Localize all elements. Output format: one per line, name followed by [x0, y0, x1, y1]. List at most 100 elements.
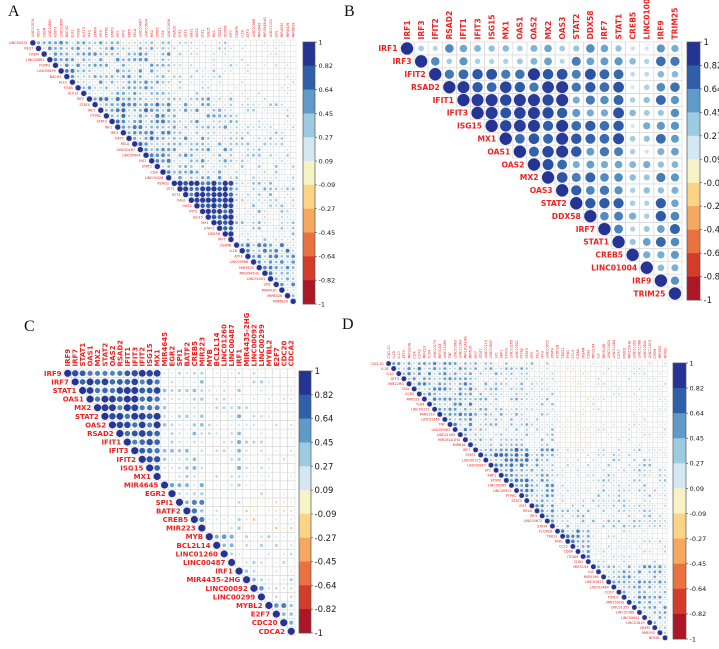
corr-dot: [582, 363, 584, 365]
corr-dot: [649, 424, 650, 425]
corr-dot: [535, 499, 539, 502]
col-label: MIR3945: [257, 23, 261, 38]
colorbar-tick-label: 0.82: [319, 62, 333, 70]
corr-dot: [245, 415, 248, 418]
colorbar-tick-label: -1: [319, 300, 325, 308]
corr-dot: [253, 160, 255, 162]
corr-dot: [156, 69, 159, 73]
corr-dot: [69, 79, 76, 85]
corr-dot: [633, 367, 636, 370]
corr-dot: [572, 398, 574, 400]
corr-dot: [654, 551, 656, 552]
corr-dot: [525, 469, 528, 472]
corr-dot: [510, 438, 513, 441]
corr-dot: [468, 422, 473, 427]
corr-dot: [546, 362, 549, 365]
corr-dot: [280, 53, 283, 55]
col-label: CCR7: [617, 349, 621, 358]
corr-dot: [286, 70, 289, 72]
corr-dot: [146, 430, 153, 437]
corr-dot: [585, 81, 596, 93]
corr-dot: [592, 469, 595, 472]
corr-dot: [206, 192, 211, 197]
corr-dot: [86, 395, 94, 403]
corr-dot: [597, 377, 600, 380]
corr-dot: [500, 107, 512, 119]
corr-dot: [258, 59, 260, 61]
corr-dot: [546, 408, 549, 411]
col-label: LINC00487: [228, 324, 236, 367]
corr-dot: [638, 398, 641, 400]
corr-dot: [628, 419, 630, 420]
corr-dot: [229, 114, 233, 118]
corr-dot: [663, 550, 667, 553]
corr-dot: [193, 475, 196, 478]
corr-dot: [489, 418, 492, 421]
corr-dot: [418, 45, 424, 52]
corr-dot: [458, 367, 462, 371]
corr-dot: [505, 372, 508, 375]
corr-dot: [283, 570, 285, 572]
corr-dot: [531, 393, 533, 395]
corr-dot: [562, 368, 564, 370]
corr-dot: [163, 475, 166, 478]
corr-dot: [571, 514, 574, 518]
corr-dot: [253, 93, 254, 94]
corr-dot: [628, 408, 630, 410]
corr-dot: [576, 529, 580, 533]
corr-dot: [586, 549, 590, 554]
corr-dot: [200, 197, 206, 203]
corr-dot: [618, 530, 620, 532]
corr-dot: [263, 238, 267, 241]
corr-dot: [545, 458, 549, 462]
corr-dot: [638, 434, 640, 436]
col-label: LINC00173: [433, 340, 437, 359]
col-labels: IRF1 IRF3 IFIT2 RSAD2 IFIT1 IFIT3 ISG15 MX1 OAS1…: [403, 0, 680, 40]
corr-dot: [556, 373, 559, 375]
corr-dot: [292, 160, 294, 162]
corr-dot: [581, 544, 585, 548]
corr-dot: [252, 221, 255, 224]
corr-dot: [541, 398, 544, 401]
col-label: OAS1: [516, 17, 525, 40]
corr-dot: [618, 429, 620, 431]
corr-dot: [195, 131, 199, 135]
corr-dot: [245, 406, 248, 410]
corr-dot: [607, 463, 610, 467]
corr-dots: [400, 42, 682, 300]
row-label: CD81: [574, 560, 583, 564]
corr-dot: [230, 171, 232, 173]
corr-dot: [586, 109, 594, 117]
corr-dot: [200, 191, 206, 198]
corr-dot: [196, 42, 198, 44]
corr-dot: [178, 120, 182, 123]
corr-dot: [664, 535, 666, 537]
corr-dot: [268, 441, 270, 443]
corr-dot: [150, 148, 154, 151]
corr-dot: [192, 423, 197, 427]
corr-dot: [264, 53, 266, 55]
corr-dot: [472, 68, 483, 80]
corr-dot: [247, 171, 249, 173]
corr-dot: [195, 92, 199, 95]
corr-dot: [644, 388, 645, 390]
corr-dot: [127, 92, 131, 95]
corr-dot: [260, 414, 263, 418]
corr-dot: [258, 137, 261, 140]
corr-dot: [163, 414, 166, 418]
corr-dot: [292, 244, 295, 247]
corr-dot: [286, 64, 289, 67]
corr-dot: [241, 87, 243, 89]
corr-dot: [172, 125, 176, 129]
corr-dot: [206, 181, 211, 186]
corr-dot: [274, 248, 279, 253]
corr-dot: [179, 92, 181, 95]
corr-dot: [437, 411, 443, 417]
corr-dot: [76, 46, 80, 51]
corr-dot: [282, 509, 285, 512]
corr-dot: [587, 449, 590, 451]
corr-dot: [546, 367, 549, 370]
corr-dot: [459, 428, 462, 431]
corr-dot: [530, 479, 534, 482]
corr-dot: [587, 499, 589, 502]
